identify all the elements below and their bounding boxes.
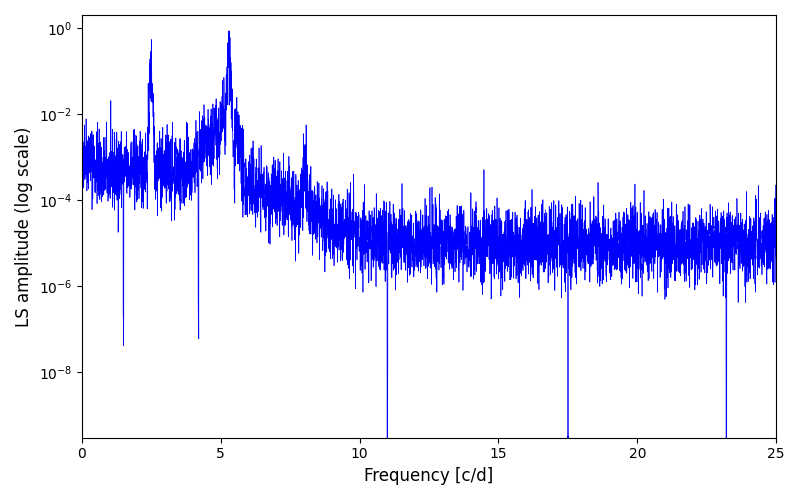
Y-axis label: LS amplitude (log scale): LS amplitude (log scale) [15, 126, 33, 326]
X-axis label: Frequency [c/d]: Frequency [c/d] [364, 467, 494, 485]
